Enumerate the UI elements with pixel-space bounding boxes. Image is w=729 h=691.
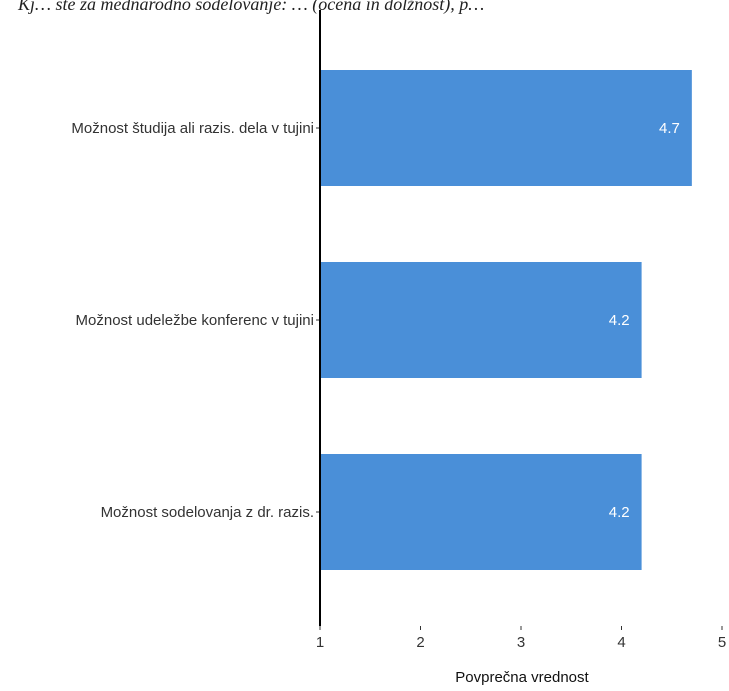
bar bbox=[320, 70, 692, 186]
x-tick-label: 3 bbox=[517, 634, 525, 651]
bar bbox=[320, 262, 642, 378]
category-label: Možnost udeležbe konferenc v tujini bbox=[76, 312, 314, 329]
x-tick-label: 1 bbox=[316, 634, 324, 651]
bar-value-label: 4.2 bbox=[609, 504, 630, 521]
x-tick-label: 4 bbox=[617, 634, 625, 651]
x-axis-title: Povprečna vrednost bbox=[455, 669, 589, 686]
bar-value-label: 4.2 bbox=[609, 312, 630, 329]
x-tick-label: 2 bbox=[416, 634, 424, 651]
category-label: Možnost sodelovanja z dr. razis. bbox=[101, 504, 314, 521]
category-label: Možnost študija ali razis. dela v tujini bbox=[71, 120, 314, 137]
chart-title: Kj… ste za mednarodno sodelovanje: … (oc… bbox=[17, 0, 484, 15]
bars-layer: 4.7 4.2 4.2 bbox=[320, 70, 692, 570]
bar bbox=[320, 454, 642, 570]
bar-value-label: 4.7 bbox=[659, 120, 680, 137]
x-tick-label: 5 bbox=[718, 634, 726, 651]
